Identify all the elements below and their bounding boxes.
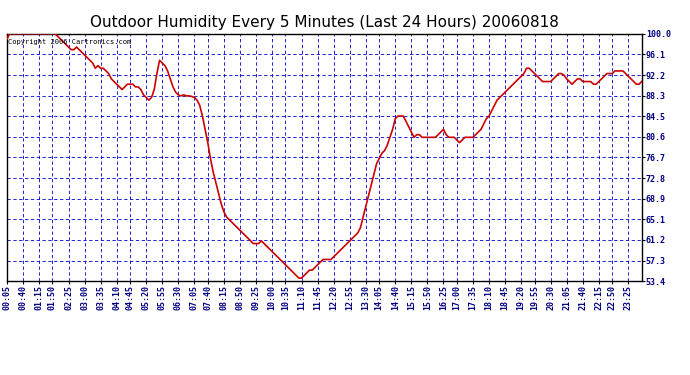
Text: Copyright 2006 Cartronics.com: Copyright 2006 Cartronics.com [8, 39, 131, 45]
Text: Outdoor Humidity Every 5 Minutes (Last 24 Hours) 20060818: Outdoor Humidity Every 5 Minutes (Last 2… [90, 15, 559, 30]
